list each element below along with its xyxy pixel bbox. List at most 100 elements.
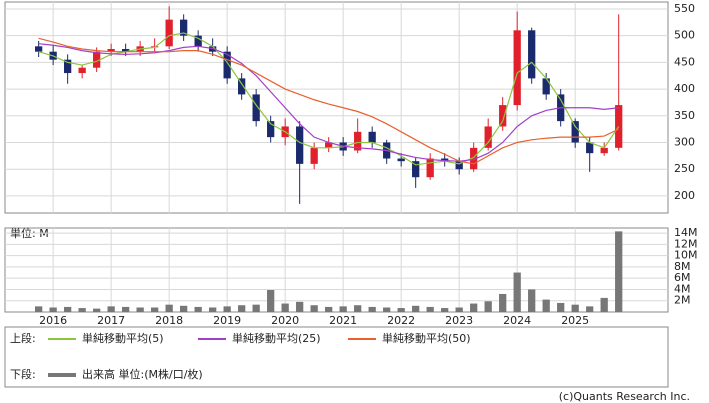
y-tick-label: 10M	[674, 249, 698, 262]
volume-bar	[122, 306, 130, 312]
volume-bar	[223, 306, 231, 312]
volume-bar	[455, 307, 463, 312]
volume-bar	[441, 308, 449, 312]
volume-bar	[484, 301, 492, 312]
volume-bar	[412, 305, 420, 312]
volume-bar	[267, 290, 275, 312]
x-tick-label: 2022	[387, 314, 415, 327]
candle-body	[165, 19, 173, 47]
candle-body	[528, 30, 536, 79]
volume-bar	[557, 302, 565, 312]
candle-body	[252, 94, 260, 122]
volume-bar	[310, 305, 318, 312]
candle-body	[571, 121, 579, 143]
volume-bar	[209, 307, 217, 312]
legend-label: 単純移動平均(50)	[382, 331, 471, 345]
moving-average-line	[38, 37, 619, 165]
volume-bar	[35, 306, 43, 312]
moving-average-line	[38, 43, 619, 162]
candle-body	[542, 78, 550, 95]
candle-body	[238, 78, 246, 95]
volume-bar	[542, 299, 550, 312]
y-tick-label: 2M	[674, 294, 691, 307]
y-tick-label: 8M	[674, 260, 691, 273]
volume-bar	[49, 307, 57, 312]
candle-body	[194, 35, 202, 47]
candle-body	[122, 49, 130, 52]
candle-body	[180, 19, 188, 36]
volume-bar	[426, 306, 434, 312]
volume-bar	[136, 307, 144, 312]
x-tick-label: 2024	[503, 314, 531, 327]
x-tick-label: 2020	[271, 314, 299, 327]
volume-bar	[281, 303, 289, 312]
y-tick-label: 500	[674, 29, 695, 42]
volume-bar	[354, 305, 362, 312]
volume-bar	[499, 293, 507, 312]
candle-body	[35, 46, 43, 52]
volume-bar	[470, 303, 478, 312]
x-tick-label: 2019	[213, 314, 241, 327]
candle-body	[426, 158, 434, 178]
candle-body	[107, 49, 115, 52]
candle-body	[586, 142, 594, 154]
volume-bar	[571, 304, 579, 312]
candle-body	[296, 126, 304, 164]
y-tick-label: 300	[674, 135, 695, 148]
volume-bar	[107, 306, 115, 312]
legend-title: 下段:	[10, 367, 36, 381]
x-tick-label: 2025	[561, 314, 589, 327]
candle-body	[441, 158, 449, 162]
volume-bar	[252, 304, 260, 312]
price-frame	[4, 1, 669, 214]
volume-bar	[528, 289, 536, 312]
volume-bar	[180, 305, 188, 312]
x-tick-label: 2017	[97, 314, 125, 327]
x-tick-label: 2023	[445, 314, 473, 327]
volume-bar	[397, 308, 405, 312]
volume-bar	[586, 306, 594, 312]
x-tick-label: 2021	[329, 314, 357, 327]
candle-body	[368, 131, 376, 143]
volume-bar	[296, 301, 304, 312]
candle-body	[600, 147, 608, 154]
candle-body	[223, 51, 231, 79]
moving-average-line	[38, 32, 620, 166]
volume-bar	[325, 306, 333, 312]
volume-bar	[151, 307, 159, 312]
candle-body	[455, 161, 463, 170]
candle-body	[412, 161, 420, 178]
y-tick-label: 14M	[674, 226, 698, 239]
volume-bar	[513, 272, 521, 312]
x-tick-label: 2016	[39, 314, 67, 327]
y-tick-label: 450	[674, 55, 695, 68]
y-tick-label: 350	[674, 109, 695, 122]
volume-frame	[4, 227, 669, 313]
volume-bar	[78, 308, 86, 312]
volume-bar	[383, 307, 391, 312]
candle-body	[267, 121, 275, 138]
candle-body	[513, 30, 521, 106]
volume-bar	[165, 304, 173, 312]
x-tick-label: 2018	[155, 314, 183, 327]
candle-body	[310, 147, 318, 164]
legend-title: 上段:	[10, 331, 36, 345]
volume-bar	[93, 308, 101, 312]
legend-label: 単純移動平均(25)	[232, 331, 321, 345]
y-tick-label: 400	[674, 82, 695, 95]
candle-body	[78, 67, 86, 74]
volume-bar	[600, 297, 608, 312]
y-tick-label: 4M	[674, 282, 691, 295]
volume-bar	[238, 305, 246, 312]
copyright: (c)Quants Research Inc.	[559, 390, 690, 403]
legend-frame	[4, 326, 669, 388]
candle-body	[64, 59, 72, 74]
candle-body	[325, 142, 333, 148]
y-tick-label: 6M	[674, 271, 691, 284]
volume-bar	[64, 306, 72, 312]
volume-bar	[615, 231, 623, 312]
candle-body	[397, 158, 405, 162]
candle-body	[93, 51, 101, 68]
legend-label: 単純移動平均(5)	[82, 331, 164, 345]
y-tick-label: 550	[674, 2, 695, 15]
